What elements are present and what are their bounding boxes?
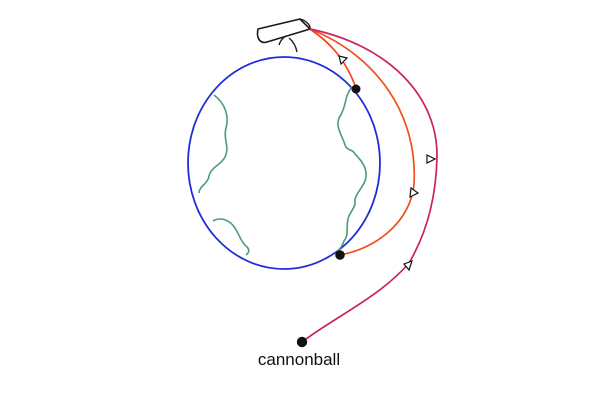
continent-east — [336, 86, 367, 253]
long-trajectory-arrow-upper — [426, 154, 437, 164]
cannonball-landing-far — [335, 250, 345, 260]
trajectories — [301, 28, 438, 343]
earth — [187, 56, 381, 270]
cannon-icon — [256, 18, 312, 53]
cannonball-orbit — [296, 336, 308, 348]
medium-trajectory-arrow — [409, 186, 420, 199]
cannon-mount-right — [288, 37, 298, 53]
cannon-mount-left — [278, 35, 287, 46]
direction-markers — [338, 55, 437, 272]
short-trajectory — [309, 28, 357, 89]
cannon-barrel — [256, 18, 312, 44]
medium-trajectory — [309, 28, 416, 256]
continent-southwest — [212, 218, 250, 256]
cannonballs — [296, 84, 361, 348]
earth-outline — [187, 56, 381, 270]
cannonball-landing-near — [351, 84, 361, 94]
cannon-muzzle — [299, 18, 311, 30]
short-trajectory-arrow — [338, 55, 349, 66]
long-trajectory-arrow-lower — [402, 259, 413, 272]
cannonball-label: cannonball — [258, 350, 340, 369]
continent-west — [198, 94, 228, 194]
long-trajectory — [301, 28, 438, 343]
